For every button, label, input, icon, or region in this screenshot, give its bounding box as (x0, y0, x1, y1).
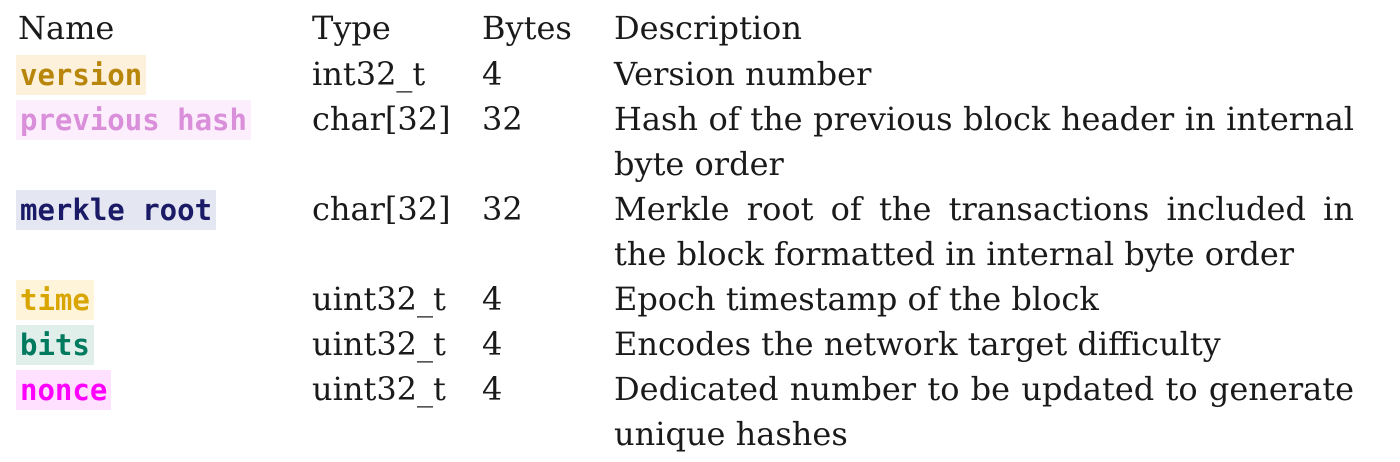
field-bytes: 4 (482, 325, 503, 363)
field-name-merkle-root: merkle root (16, 190, 217, 230)
field-description: Encodes the network target difficulty (614, 325, 1221, 363)
field-bytes: 32 (482, 100, 523, 138)
header-bytes: Bytes (482, 9, 572, 47)
field-type: uint32_t (312, 370, 446, 408)
field-bytes: 4 (482, 280, 503, 318)
field-bytes: 4 (482, 370, 503, 408)
field-bytes: 4 (482, 55, 503, 93)
field-name-bits: bits (16, 325, 94, 365)
field-type: char[32] (312, 100, 451, 138)
field-description: Dedicated number to be updated to genera… (614, 370, 1354, 453)
field-description: Hash of the previous block header in int… (614, 100, 1354, 183)
field-type: char[32] (312, 190, 451, 228)
field-description: Merkle root of the transactions included… (614, 190, 1354, 273)
field-type: int32_t (312, 55, 426, 93)
header-type: Type (312, 9, 391, 47)
field-bytes: 32 (482, 190, 523, 228)
field-description: Version number (614, 55, 872, 93)
field-name-previous-hash: previous hash (16, 100, 251, 140)
field-name-time: time (16, 280, 94, 320)
field-type: uint32_t (312, 280, 446, 318)
field-description: Epoch timestamp of the block (614, 280, 1099, 318)
field-name-nonce: nonce (16, 370, 112, 410)
field-name-version: version (16, 55, 147, 95)
field-type: uint32_t (312, 325, 446, 363)
header-name: Name (18, 9, 115, 47)
header-description: Description (614, 9, 802, 47)
